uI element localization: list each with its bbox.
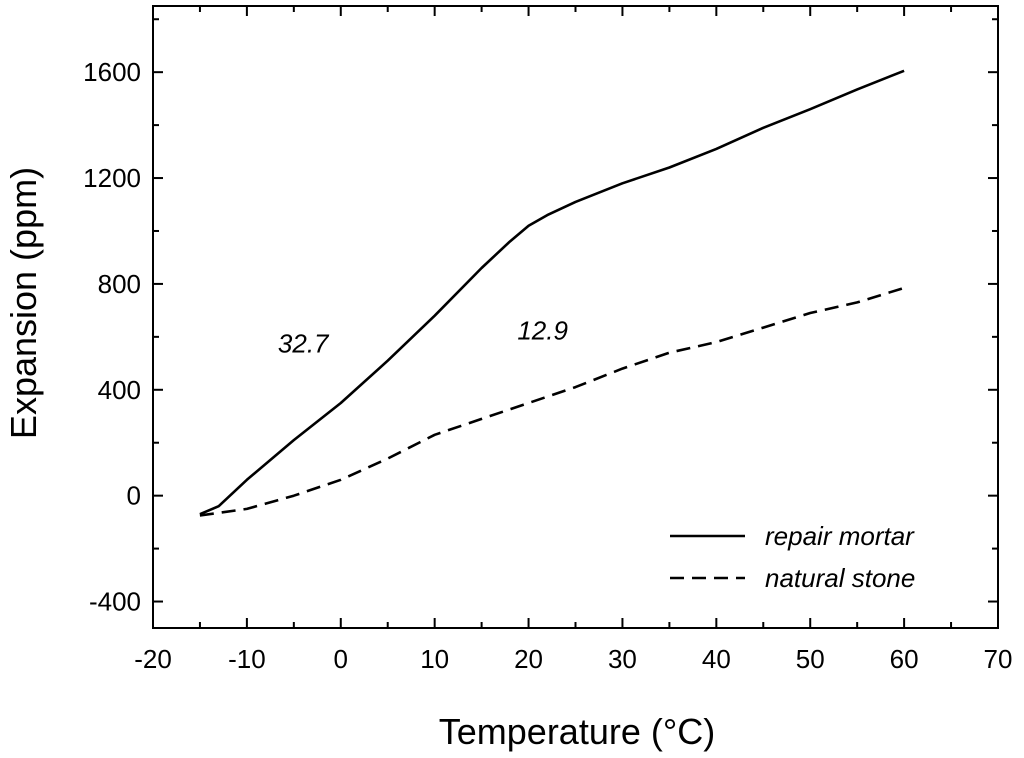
slope-annotation: 32.7 [278,329,330,359]
y-tick-label: 400 [98,375,141,405]
x-tick-label: 60 [890,644,919,674]
x-tick-label: 10 [420,644,449,674]
y-tick-label: 800 [98,269,141,299]
x-axis-title: Temperature (°C) [439,711,715,752]
x-tick-label: 20 [514,644,543,674]
series-line-natural-stone [199,286,905,517]
x-tick-label: 70 [984,644,1013,674]
y-axis-title: Expansion (ppm) [3,167,44,439]
series-group [199,69,905,517]
legend-label: repair mortar [765,521,915,551]
x-tick-label: 0 [334,644,348,674]
x-tick-label: -10 [228,644,266,674]
axes: -20 -10 0 10 20 30 40 50 60 70 -400 0 400 800 1200 1600 [83,5,1013,674]
annotations: 32.7 12.9 [278,315,568,358]
y-tick-label: 1200 [83,163,141,193]
x-tick-label: 40 [702,644,731,674]
series-line-repair-mortar [199,69,905,516]
x-tick-label: 30 [608,644,637,674]
x-tick-label: 50 [796,644,825,674]
y-tick-label: 1600 [83,57,141,87]
y-tick-label: -400 [89,587,141,617]
slope-annotation: 12.9 [517,315,568,345]
y-tick-label: 0 [127,481,141,511]
legend: repair mortar natural stone [670,521,915,593]
x-tick-label: -20 [134,644,172,674]
legend-label: natural stone [765,563,915,593]
